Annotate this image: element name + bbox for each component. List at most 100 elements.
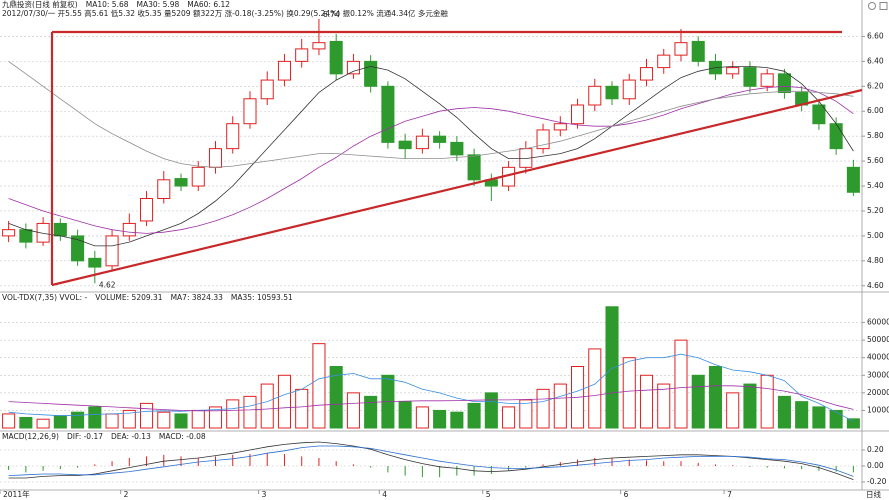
candle-body — [639, 67, 654, 81]
candle-body — [19, 229, 33, 243]
trend-lines — [50, 30, 863, 287]
candle-body — [622, 79, 636, 100]
annotation: 6.74 — [323, 10, 340, 19]
volume-bar — [36, 418, 50, 429]
volume-bar — [312, 343, 326, 429]
volume-bar — [467, 402, 481, 429]
candle-body — [364, 60, 378, 87]
candle-body — [71, 235, 85, 262]
volume-bar — [71, 411, 85, 429]
volume-bar — [846, 418, 860, 429]
indicator-line — [8, 385, 854, 412]
y-tick-label: 60000 — [867, 318, 889, 327]
candle-body — [450, 141, 464, 156]
panel-title: VOL-TDX(7,35) VVOL: - — [2, 293, 88, 302]
legend-entry: MA30: 5.98 — [137, 0, 180, 9]
volume-bar — [19, 416, 33, 429]
volume-bar — [88, 406, 102, 429]
y-tick-label: 5.40 — [867, 181, 884, 190]
candle-body — [381, 85, 395, 143]
volume-bar — [708, 366, 722, 429]
y-tick-label: 6.20 — [867, 81, 884, 90]
y-tick-label: 0.00 — [867, 461, 884, 470]
volume-bar — [536, 388, 550, 429]
indicator-line — [8, 353, 854, 422]
indicator-line — [8, 65, 854, 247]
candle-body — [415, 135, 429, 150]
close-icon[interactable] — [868, 2, 876, 10]
candle-body — [329, 40, 343, 75]
candle-body — [553, 123, 567, 131]
volume-bar — [174, 413, 188, 429]
volume-bar — [433, 409, 447, 429]
candle-body — [174, 178, 188, 187]
candle-body — [105, 235, 119, 267]
volume-bar — [588, 348, 602, 429]
legend-entry: MA7: 3824.33 — [171, 293, 224, 302]
volume-bar — [346, 392, 360, 429]
candle-body — [467, 154, 481, 181]
y-tick-label: -0.20 — [867, 477, 887, 486]
volume-bar — [760, 374, 774, 429]
volume-bar — [726, 392, 740, 429]
volume-bar — [415, 406, 429, 429]
y-tick-label: 5.20 — [867, 206, 884, 215]
y-tick-label: 6.00 — [867, 106, 884, 115]
volume-bar — [450, 411, 464, 429]
candle-body — [53, 222, 67, 237]
y-tick-label: 5.80 — [867, 131, 884, 140]
y-tick-label: 50000 — [867, 335, 889, 344]
indicator-line — [8, 441, 854, 480]
candle-body — [243, 98, 257, 125]
volume-bar — [277, 374, 291, 429]
candle-body — [433, 135, 447, 143]
max-icon[interactable] — [879, 2, 888, 10]
candle-body — [398, 140, 412, 150]
y-tick-label: 5.00 — [867, 231, 884, 240]
x-tick-label: 5 — [486, 490, 491, 499]
volume-bar — [622, 357, 636, 429]
candle-body — [657, 54, 671, 69]
candle-body — [157, 179, 171, 200]
volume-bar — [260, 383, 274, 429]
volume-bar — [364, 395, 378, 429]
candle-body — [346, 60, 360, 75]
x-tick-label: 2011年 — [3, 489, 30, 499]
volume-bar — [484, 392, 498, 429]
indicator-line — [8, 445, 854, 477]
volume-bar — [657, 383, 671, 429]
legend-entry: DEA: -0.13 — [111, 432, 151, 441]
volume-bar — [639, 374, 654, 429]
candle-body — [588, 85, 602, 106]
candle-body — [846, 166, 860, 193]
candle-body — [777, 73, 791, 94]
volume-bar — [743, 383, 757, 429]
candle-body — [260, 79, 274, 100]
legend-entry: MA60: 6.12 — [187, 0, 230, 9]
volume-bar — [502, 406, 516, 429]
volume-bar — [295, 388, 309, 429]
legend-entry: MA35: 10593.51 — [231, 293, 293, 302]
annotation: 4.62 — [99, 280, 116, 289]
legend-entry: DIF: -0.17 — [67, 432, 103, 441]
candle-body — [277, 60, 291, 81]
candle-body — [743, 67, 757, 87]
y-tick-label: 40000 — [867, 353, 889, 362]
y-tick-label: 30000 — [867, 370, 889, 379]
volume-bar — [398, 401, 412, 429]
y-tick-label: 5.60 — [867, 156, 884, 165]
candle-body — [88, 257, 102, 268]
volume-bar — [191, 409, 205, 429]
volume-bar — [777, 395, 791, 429]
candle-body — [295, 48, 309, 62]
volume-bar — [519, 399, 533, 429]
x-tick-label: 6 — [624, 490, 629, 499]
volume-bar — [105, 413, 119, 429]
volume-bar — [795, 401, 809, 429]
candle-body — [312, 42, 326, 50]
volume-bar — [2, 413, 16, 429]
quote-info: 2012/07/30/一 开5.55 高5.61 低5.32 收5.35 量52… — [2, 8, 448, 18]
candle-body — [674, 42, 688, 56]
volume-bar — [140, 402, 154, 429]
